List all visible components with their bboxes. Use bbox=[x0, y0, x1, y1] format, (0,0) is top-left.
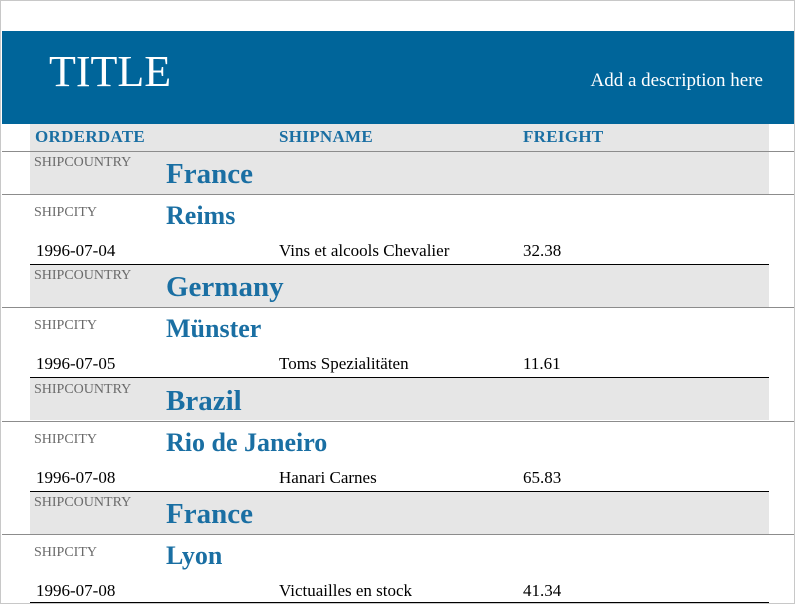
shipcountry-value: France bbox=[166, 498, 253, 530]
detail-underline bbox=[30, 264, 769, 265]
detail-freight: 32.38 bbox=[523, 241, 562, 260]
detail-shipname: Vins et alcools Chevalier bbox=[279, 241, 450, 260]
shipcountry-value: Germany bbox=[166, 271, 284, 303]
divider bbox=[2, 307, 794, 308]
detail-freight: 11.61 bbox=[523, 354, 561, 373]
shipcity-label: SHIPCITY bbox=[34, 205, 98, 220]
detail-shipname: Toms Spezialitäten bbox=[279, 354, 409, 373]
group-country-band bbox=[30, 378, 769, 420]
shipcity-value: Reims bbox=[166, 201, 236, 230]
detail-shipname: Victuailles en stock bbox=[279, 581, 413, 600]
shipcity-label: SHIPCITY bbox=[34, 318, 98, 333]
column-header-shipname: SHIPNAME bbox=[279, 127, 374, 146]
shipcountry-value: Brazil bbox=[166, 385, 242, 417]
group-country-band bbox=[30, 265, 769, 307]
shipcity-label: SHIPCITY bbox=[34, 432, 98, 447]
detail-orderdate: 1996-07-05 bbox=[36, 354, 116, 373]
shipcountry-label: SHIPCOUNTRY bbox=[34, 268, 132, 283]
shipcity-value: Münster bbox=[166, 314, 262, 343]
detail-orderdate: 1996-07-08 bbox=[36, 468, 116, 487]
shipcountry-label: SHIPCOUNTRY bbox=[34, 495, 132, 510]
column-header-row: ORDERDATE SHIPNAME FREIGHT bbox=[30, 124, 769, 151]
shipcountry-label: SHIPCOUNTRY bbox=[34, 382, 132, 397]
column-header-freight: FREIGHT bbox=[523, 127, 604, 146]
report-title: TITLE bbox=[49, 47, 172, 96]
detail-shipname: Hanari Carnes bbox=[279, 468, 377, 487]
shipcountry-value: France bbox=[166, 158, 253, 190]
detail-underline bbox=[30, 377, 769, 378]
group-country-band bbox=[30, 152, 769, 194]
detail-orderdate: 1996-07-08 bbox=[36, 581, 116, 600]
detail-freight: 41.34 bbox=[523, 581, 562, 600]
shipcity-value: Lyon bbox=[166, 541, 223, 570]
report-description: Add a description here bbox=[590, 70, 763, 91]
divider bbox=[2, 151, 794, 152]
shipcountry-label: SHIPCOUNTRY bbox=[34, 155, 132, 170]
shipcity-label: SHIPCITY bbox=[34, 545, 98, 560]
column-header-orderdate: ORDERDATE bbox=[35, 127, 146, 146]
divider bbox=[2, 194, 794, 195]
divider bbox=[2, 421, 794, 422]
detail-freight: 65.83 bbox=[523, 468, 562, 487]
detail-orderdate: 1996-07-04 bbox=[36, 241, 116, 260]
detail-underline bbox=[30, 491, 769, 492]
divider bbox=[2, 534, 794, 535]
detail-underline bbox=[30, 602, 769, 603]
group-country-band bbox=[30, 492, 769, 534]
report-header-banner: TITLE Add a description here bbox=[2, 31, 794, 124]
shipcity-value: Rio de Janeiro bbox=[166, 428, 328, 457]
